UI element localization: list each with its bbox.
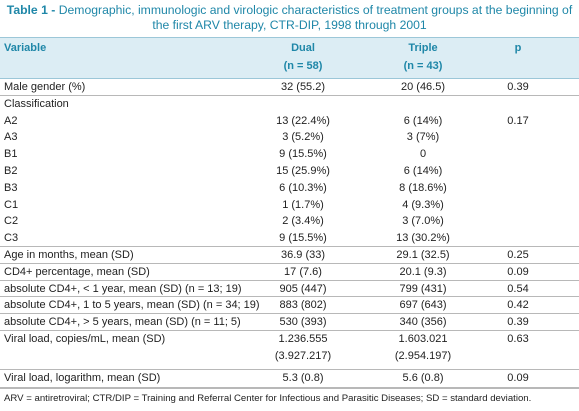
row-label: Viral load, copies/mL, mean (SD): [4, 333, 166, 345]
row-rule: [0, 246, 579, 247]
row-label: Classification: [4, 97, 69, 110]
header-subcell: (n = 43): [403, 60, 443, 72]
table-cell: 3 (5.2%): [282, 131, 324, 144]
table-cell: 340 (356): [399, 316, 447, 329]
table-cell: 13 (22.4%): [276, 114, 330, 127]
table-caption: Demographic, immunologic and virologic c…: [58, 3, 573, 32]
row-label: C2: [4, 215, 19, 228]
row-rule: [0, 94, 579, 96]
table-cell: 32 (55.2): [280, 81, 326, 93]
table-footnote: ARV = antiretroviral; CTR/DIP = Training…: [4, 393, 532, 404]
table-cell: 6 (14%): [403, 114, 443, 127]
table-cell: 0: [419, 148, 427, 161]
row-label: absolute CD4+, > 5 years, mean (SD) (n =…: [4, 316, 241, 329]
row-rule: [0, 313, 579, 315]
table-label: Table 1 -: [6, 3, 56, 17]
table-cell: 0.63: [507, 333, 529, 345]
row-label: B3: [4, 181, 18, 194]
table-cell: 17 (7.6): [284, 265, 322, 278]
table-cell: 3 (7.0%): [402, 215, 444, 228]
row-rule: [0, 262, 579, 264]
table-cell: 0.25: [507, 249, 529, 261]
row-label: C3: [4, 232, 19, 245]
table-cell: 0.39: [507, 81, 529, 93]
row-label: absolute CD4+, < 1 year, mean (SD) (n = …: [4, 282, 242, 295]
table-cell: 6 (10.3%): [279, 181, 327, 194]
row-label: Male gender (%): [4, 81, 86, 93]
row-rule: [0, 330, 579, 331]
table-cell: 799 (431): [399, 282, 447, 295]
table-cell: 697 (643): [399, 299, 447, 312]
table-cell: 36.9 (33): [280, 249, 326, 261]
table-cell: 9 (15.5%): [279, 148, 327, 161]
row-rule: [0, 368, 579, 370]
row-rule: [0, 296, 579, 298]
table-cell: 0.17: [507, 114, 529, 127]
table-cell: 6 (14%): [403, 165, 443, 177]
table-cell: (2.954.197): [394, 349, 452, 362]
table-cell: 29.1 (32.5): [396, 249, 450, 261]
table-cell: 4 (9.3%): [402, 198, 444, 211]
table-cell: 3 (7%): [406, 131, 440, 144]
table-cell: 1.603.021: [398, 333, 448, 345]
header-cell: Triple: [408, 42, 438, 54]
table-cell: (3.927.217): [274, 349, 332, 362]
table-cell: 1.236.555: [278, 333, 328, 345]
table-cell: 20 (46.5): [400, 81, 446, 93]
table-cell: 0.54: [507, 282, 529, 295]
row-label: B1: [4, 148, 18, 161]
table-cell: 0.09: [507, 371, 529, 384]
table-cell: 0.39: [507, 316, 529, 329]
table-title: Table 1 - Demographic, immunologic and v…: [4, 3, 575, 33]
table-cell: 530 (393): [279, 316, 327, 329]
table-cell: 15 (25.9%): [276, 165, 330, 177]
row-rule: [0, 386, 579, 388]
table-cell: 20.1 (9.3): [399, 265, 447, 278]
row-label: B2: [4, 165, 18, 177]
table-header: Variable Dual Triple p (n = 58) (n = 43): [0, 37, 579, 79]
table-cell: 9 (15.5%): [279, 232, 327, 245]
row-label: absolute CD4+, 1 to 5 years, mean (SD) (…: [4, 299, 260, 312]
table-cell: 2 (3.4%): [282, 215, 324, 228]
table-cell: 0.42: [507, 299, 529, 312]
row-label: A3: [4, 131, 18, 144]
header-cell: Dual: [291, 42, 315, 54]
table-cell: 13 (30.2%): [396, 232, 450, 245]
table-cell: 5.6 (0.8): [402, 371, 444, 384]
row-label: CD4+ percentage, mean (SD): [4, 265, 150, 278]
row-label: C1: [4, 198, 19, 211]
table-cell: 0.09: [507, 265, 529, 278]
row-label: Age in months, mean (SD): [4, 249, 134, 261]
header-cell: p: [514, 42, 522, 54]
table-cell: 8 (18.6%): [399, 181, 447, 194]
header-subcell: (n = 58): [283, 60, 323, 72]
row-rule: [0, 279, 579, 281]
row-label: A2: [4, 114, 18, 127]
table-cell: 1 (1.7%): [282, 198, 324, 211]
footer-rule: [0, 388, 579, 389]
row-label: Viral load, logarithm, mean (SD): [4, 371, 161, 384]
table-cell: 5.3 (0.8): [282, 371, 324, 384]
table-cell: 883 (802): [279, 299, 327, 312]
header-cell: Variable: [4, 42, 47, 54]
table-cell: 905 (447): [279, 282, 327, 295]
